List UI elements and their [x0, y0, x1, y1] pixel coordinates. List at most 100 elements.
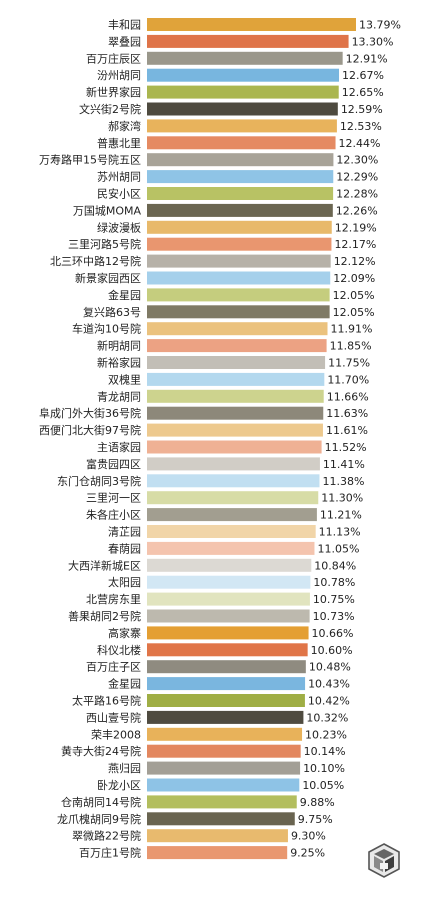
bar — [147, 170, 334, 184]
category-label: 万国城MOMA — [73, 204, 142, 217]
bar — [147, 85, 339, 99]
data-label: 12.26% — [336, 204, 378, 217]
data-label: 11.85% — [330, 340, 372, 353]
bar — [147, 609, 310, 623]
bar — [147, 592, 310, 606]
data-label: 11.38% — [322, 475, 364, 488]
category-label: 太阳园 — [108, 576, 141, 589]
category-label: 百万庄辰区 — [86, 51, 141, 65]
bar — [147, 136, 336, 150]
data-label: 10.32% — [306, 711, 348, 724]
bar — [147, 660, 306, 674]
bar — [147, 203, 333, 217]
category-label: 汾州胡同 — [97, 68, 141, 82]
category-label: 春荫园 — [108, 542, 141, 555]
data-label: 11.05% — [317, 542, 359, 555]
data-label: 12.29% — [336, 171, 378, 184]
data-label: 9.25% — [290, 847, 325, 860]
data-label: 12.59% — [341, 103, 383, 116]
bar — [147, 626, 309, 640]
bar — [147, 761, 301, 775]
data-label: 12.28% — [336, 188, 378, 201]
bar — [147, 254, 331, 268]
data-label: 11.13% — [319, 526, 361, 539]
bar — [147, 812, 295, 826]
category-label: 主语家园 — [97, 440, 141, 454]
category-label: 朱各庄小区 — [86, 508, 141, 522]
category-label: 金星园 — [108, 288, 141, 302]
bar — [147, 508, 317, 522]
bar — [147, 220, 332, 234]
data-label: 12.65% — [342, 86, 384, 99]
category-label: 郝家湾 — [108, 119, 141, 133]
category-label: 高家寨 — [108, 626, 141, 640]
data-label: 11.30% — [321, 492, 363, 505]
category-label: 双槐里 — [108, 372, 141, 386]
bar — [147, 694, 305, 707]
data-label: 10.14% — [304, 745, 346, 758]
bar — [147, 829, 288, 843]
bar — [147, 474, 320, 488]
data-label: 12.09% — [333, 272, 375, 285]
data-label: 10.73% — [313, 610, 355, 623]
data-label: 10.75% — [313, 593, 355, 606]
data-label: 11.75% — [328, 357, 370, 370]
category-label: 北三环中路12号院 — [50, 254, 141, 268]
bar — [147, 372, 325, 386]
data-label: 10.43% — [308, 678, 350, 691]
data-label: 9.75% — [298, 813, 333, 826]
data-label: 11.61% — [326, 424, 368, 437]
data-label: 11.41% — [323, 458, 365, 471]
category-label: 太平路16号院 — [72, 694, 141, 708]
data-label: 10.66% — [312, 627, 354, 640]
category-label: 科仪北楼 — [97, 643, 141, 657]
category-label: 大西洋新城E区 — [68, 558, 141, 572]
data-label: 10.42% — [308, 695, 350, 708]
category-label: 车道沟10号院 — [72, 322, 141, 336]
category-label: 仓南胡同14号院 — [61, 795, 141, 809]
category-label: 翠叠园 — [108, 35, 141, 48]
category-label: 三里河路5号院 — [68, 237, 141, 251]
category-label: 富贵园四区 — [86, 457, 141, 471]
category-label: 新明胡同 — [97, 339, 141, 353]
bar — [147, 643, 308, 657]
category-label: 卧龙小区 — [97, 779, 141, 792]
category-label: 百万庄子区 — [86, 660, 141, 674]
bar — [147, 68, 340, 82]
bar — [147, 795, 297, 809]
data-label: 10.48% — [309, 661, 351, 674]
data-label: 13.79% — [359, 19, 401, 32]
bar — [147, 153, 334, 167]
category-label: 复兴路63号 — [83, 305, 141, 319]
category-label: 北营房东里 — [86, 592, 141, 606]
category-label: 西便门北大街97号院 — [39, 423, 141, 437]
logo-icon — [368, 843, 400, 878]
category-label: 燕归园 — [108, 761, 141, 775]
bar — [147, 727, 303, 741]
bar — [147, 558, 312, 572]
data-label: 10.10% — [303, 762, 345, 775]
category-label: 百万庄1号院 — [79, 846, 141, 860]
bar — [147, 406, 324, 420]
category-label: 新世界家园 — [86, 85, 141, 99]
bar — [147, 389, 324, 403]
bar — [147, 339, 327, 353]
data-label: 10.60% — [311, 644, 353, 657]
bar — [147, 34, 349, 48]
bar — [147, 525, 316, 538]
bar — [147, 423, 323, 437]
data-label: 13.30% — [352, 35, 394, 48]
data-label: 12.44% — [339, 137, 381, 150]
category-label: 丰和园 — [108, 19, 141, 32]
data-label: 11.52% — [325, 441, 367, 454]
data-label: 12.91% — [346, 52, 388, 65]
data-label: 11.91% — [331, 323, 373, 336]
data-label: 11.63% — [326, 407, 368, 420]
bar — [147, 288, 330, 302]
data-label: 9.30% — [291, 830, 326, 843]
data-label: 11.21% — [320, 509, 362, 522]
data-label: 9.88% — [300, 796, 335, 809]
data-label: 12.12% — [334, 255, 376, 268]
data-label: 12.53% — [340, 120, 382, 133]
